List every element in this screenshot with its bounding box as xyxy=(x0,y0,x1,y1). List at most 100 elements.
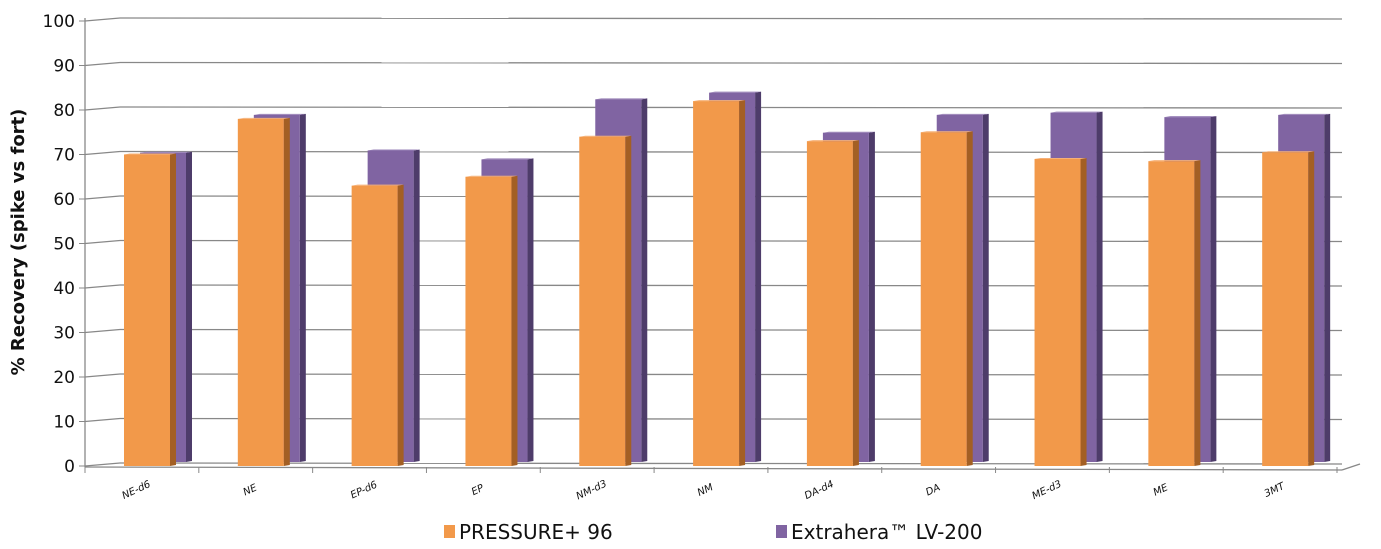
gridline-side xyxy=(84,61,121,67)
bar-side xyxy=(641,98,648,462)
bar-top xyxy=(709,91,762,93)
bar-pressure-3MT xyxy=(1262,151,1315,466)
gridline-side xyxy=(84,373,121,378)
gridline-side xyxy=(84,417,121,423)
bar-side xyxy=(299,113,306,463)
bar-side xyxy=(527,158,534,462)
bar-pressure-NE-d6 xyxy=(124,153,176,466)
y-tick-label: 30 xyxy=(53,324,75,344)
bars xyxy=(124,91,1331,467)
bar-face xyxy=(806,141,853,466)
x-axis-depth xyxy=(1341,463,1361,471)
x-tick-label: NM-d3 xyxy=(575,479,609,503)
bar-top xyxy=(579,135,632,137)
bar-side xyxy=(966,131,973,466)
y-axis-label: % Recovery (spike vs fort) xyxy=(8,109,29,376)
y-tick-label: 90 xyxy=(53,57,75,77)
bar-face xyxy=(579,136,626,466)
bar-pressure-DA-d4 xyxy=(806,140,859,466)
bar-top xyxy=(1050,111,1103,113)
gridline-side xyxy=(84,462,121,467)
x-tick-label: EP-d6 xyxy=(349,480,379,502)
bar-top xyxy=(1148,160,1201,162)
bar-top xyxy=(595,98,648,100)
bar-top xyxy=(237,117,290,119)
x-tick-label: DA-d4 xyxy=(803,479,836,502)
gridline-side xyxy=(84,328,121,334)
bar-top xyxy=(1262,151,1315,153)
bar-side xyxy=(1324,113,1331,463)
bar-face xyxy=(465,176,512,466)
bar-top xyxy=(936,113,989,115)
bar-side xyxy=(1080,157,1087,466)
y-tick-label: 60 xyxy=(53,190,75,210)
bar-pressure-NM xyxy=(693,100,746,466)
bar-top xyxy=(1278,113,1331,115)
bar-side xyxy=(1194,160,1201,467)
bar-top xyxy=(351,184,404,186)
x-tick-label: ME-d3 xyxy=(1030,479,1063,502)
bar-top xyxy=(465,175,518,177)
bar-top xyxy=(124,153,176,155)
bar-pressure-ME xyxy=(1148,160,1201,467)
bar-side xyxy=(186,151,192,462)
x-tick-label: ME xyxy=(1152,482,1171,499)
y-tick-label: 20 xyxy=(53,368,75,388)
bar-side xyxy=(625,135,632,466)
y-tick-label: 50 xyxy=(53,235,75,255)
gridline-side xyxy=(84,284,121,289)
x-tick-label: NM xyxy=(696,482,716,499)
gridline-side xyxy=(84,150,121,156)
x-tick-label: DA xyxy=(924,482,942,498)
bar-top xyxy=(822,131,875,133)
gridline-side xyxy=(84,239,121,245)
bar-top xyxy=(806,140,859,142)
x-tick-label: NE-d6 xyxy=(120,479,152,502)
bar-pressure-NM-d3 xyxy=(579,135,632,466)
bar-face xyxy=(1034,158,1081,466)
bar-top xyxy=(693,100,746,102)
bar-pressure-NE xyxy=(237,117,290,467)
legend-swatch-extrahera xyxy=(776,525,787,538)
bar-top xyxy=(253,113,306,115)
bar-side xyxy=(982,113,989,463)
y-tick-label: 10 xyxy=(53,413,75,433)
bar-face xyxy=(693,101,740,466)
x-tick-label: 3MT xyxy=(1263,481,1288,500)
bar-face xyxy=(920,132,967,466)
bar-side xyxy=(397,184,404,466)
bar-top xyxy=(1164,116,1217,118)
bar-side xyxy=(868,131,875,462)
bar-side xyxy=(283,117,290,467)
legend-swatch-pressure xyxy=(444,525,455,538)
gridline-side xyxy=(84,106,121,111)
bar-face xyxy=(1262,152,1309,466)
x-tick-label: NE xyxy=(242,482,260,498)
bar-top xyxy=(140,151,192,153)
bar-pressure-EP-d6 xyxy=(351,184,404,466)
bar-side xyxy=(852,140,859,466)
legend-label-pressure: PRESSURE+ 96 xyxy=(459,520,613,544)
bar-side xyxy=(755,91,762,463)
bar-side xyxy=(170,153,176,466)
bar-face xyxy=(124,154,170,466)
bar-face xyxy=(351,185,398,466)
bar-top xyxy=(920,131,973,133)
bar-face xyxy=(237,118,284,467)
bar-top xyxy=(367,149,420,151)
bar-pressure-EP xyxy=(465,175,518,466)
bar-face xyxy=(1148,161,1195,467)
bar-top xyxy=(481,158,534,160)
y-tick-label: 40 xyxy=(53,279,75,299)
y-tick-label: 0 xyxy=(64,457,75,477)
bar-side xyxy=(1096,111,1103,463)
y-tick-label: 70 xyxy=(53,146,75,166)
gridline-side xyxy=(84,195,121,200)
bar-side xyxy=(1308,151,1315,466)
bar-side xyxy=(413,149,420,462)
gridline xyxy=(119,17,1343,20)
bar-top xyxy=(1034,157,1087,159)
bar-pressure-DA xyxy=(920,131,973,466)
y-tick-label: 100 xyxy=(43,12,75,32)
